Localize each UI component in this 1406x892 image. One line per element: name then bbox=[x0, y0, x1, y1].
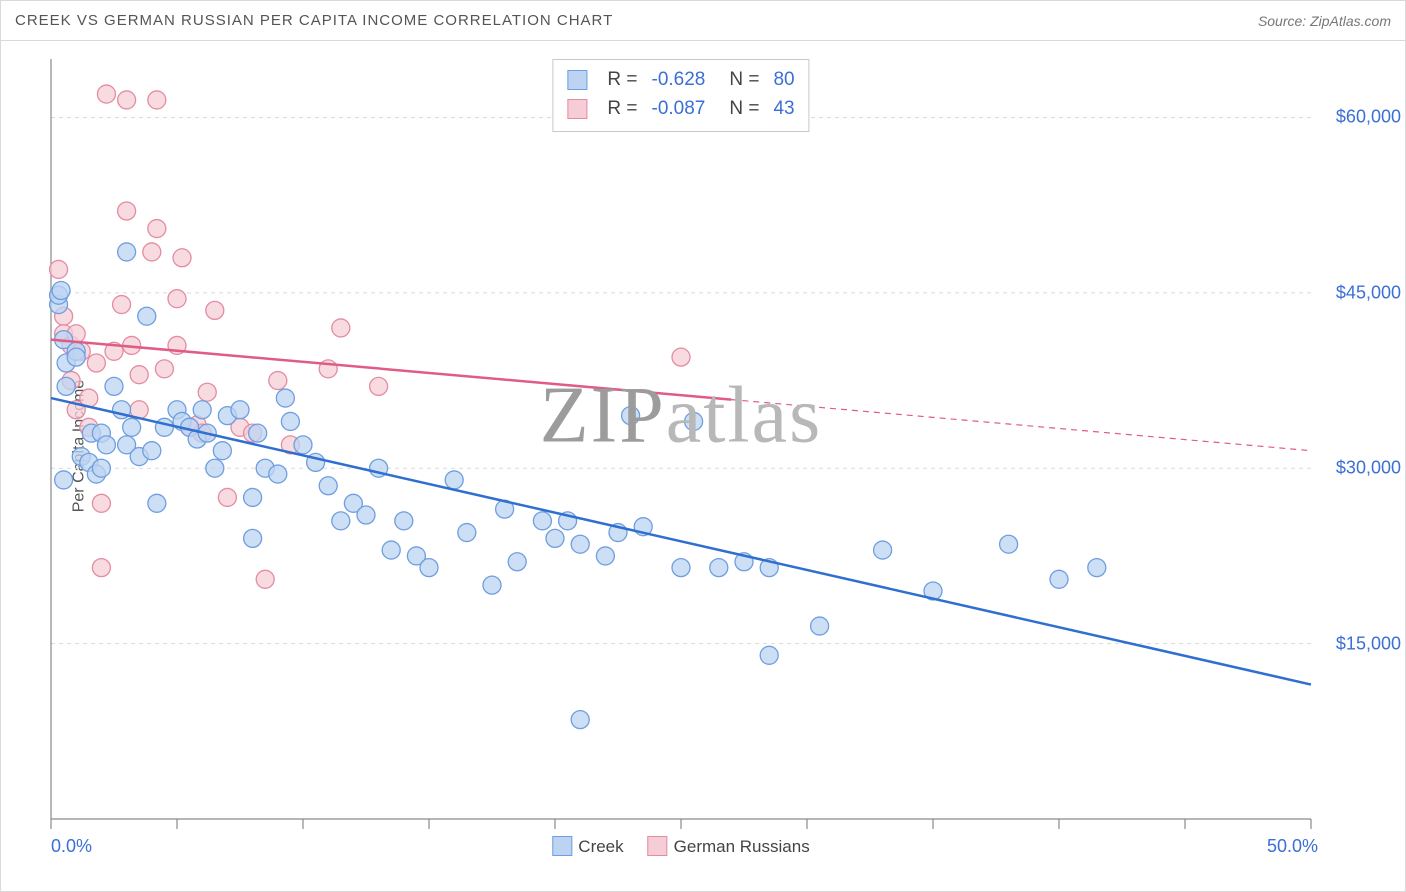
legend-item: Creek bbox=[552, 836, 623, 857]
bottom-legend: Creek German Russians bbox=[552, 836, 809, 857]
x-tick-label: 0.0% bbox=[51, 836, 92, 857]
x-tick-label: 50.0% bbox=[1267, 836, 1318, 857]
chart-container: CREEK VS GERMAN RUSSIAN PER CAPITA INCOM… bbox=[0, 0, 1406, 892]
chart-title: CREEK VS GERMAN RUSSIAN PER CAPITA INCOM… bbox=[15, 12, 613, 29]
scatter-svg bbox=[51, 59, 1311, 819]
source-label: Source: ZipAtlas.com bbox=[1258, 13, 1391, 29]
y-tick-label: $30,000 bbox=[1336, 458, 1401, 479]
y-tick-label: $15,000 bbox=[1336, 633, 1401, 654]
stats-box: R =-0.628N =80R =-0.087N =43 bbox=[552, 59, 809, 132]
y-tick-label: $45,000 bbox=[1336, 282, 1401, 303]
legend-item: German Russians bbox=[648, 836, 810, 857]
plot-area: ZIPatlas R =-0.628N =80R =-0.087N =43 Cr… bbox=[51, 59, 1311, 819]
title-bar: CREEK VS GERMAN RUSSIAN PER CAPITA INCOM… bbox=[1, 1, 1405, 41]
stats-row: R =-0.087N =43 bbox=[567, 95, 794, 124]
stats-row: R =-0.628N =80 bbox=[567, 66, 794, 95]
y-tick-label: $60,000 bbox=[1336, 107, 1401, 128]
